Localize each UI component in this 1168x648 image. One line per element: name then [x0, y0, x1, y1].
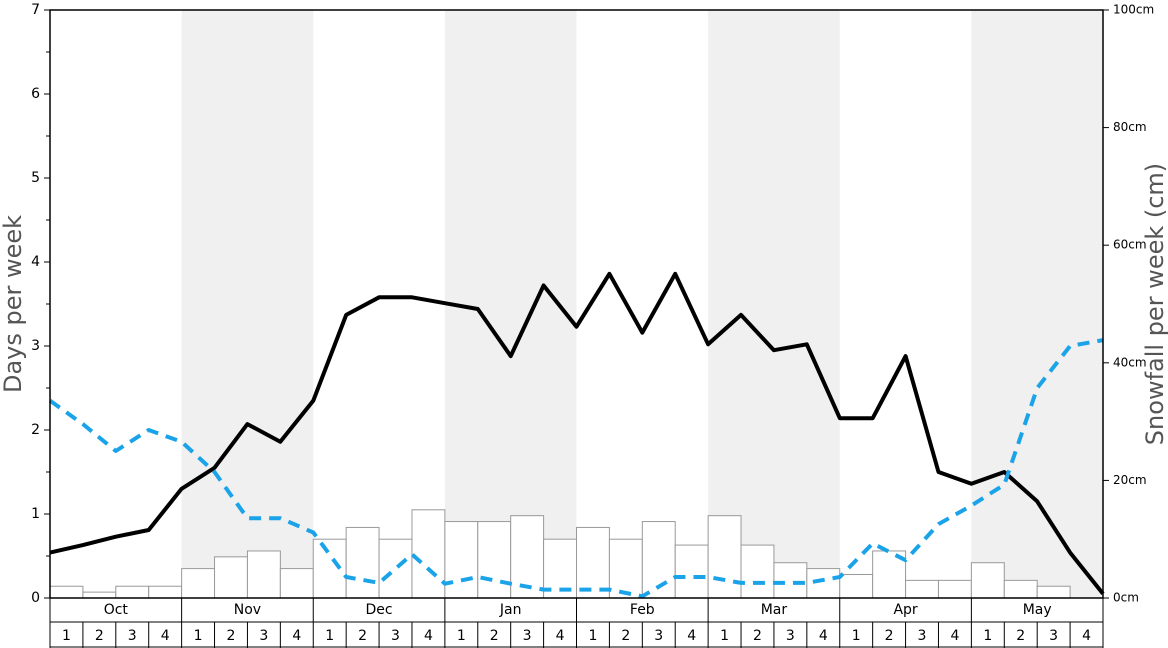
snowfall-bar: [82, 591, 117, 599]
month-label: Jan: [499, 602, 522, 618]
week-label: 4: [556, 628, 565, 644]
y-tick-label: 3: [31, 338, 40, 354]
y2-tick-label: 20cm: [1113, 473, 1147, 487]
month-band: [708, 10, 840, 598]
snowfall-bar: [707, 515, 742, 599]
snowfall-bar: [444, 521, 479, 599]
week-label: 4: [1082, 628, 1091, 644]
week-label: 1: [983, 628, 992, 644]
snowfall-bar: [279, 568, 314, 599]
month-band: [971, 10, 1103, 598]
week-label: 4: [292, 628, 301, 644]
y2-tick-label: 40cm: [1113, 355, 1147, 369]
week-label: 3: [1049, 628, 1058, 644]
snowfall-bar: [477, 521, 512, 599]
week-label: 3: [918, 628, 927, 644]
month-bands: [181, 10, 1103, 598]
snowfall-bar: [411, 509, 446, 599]
week-label: 3: [523, 628, 532, 644]
snowfall-bar: [1003, 579, 1038, 599]
y2-tick-label: 100cm: [1113, 3, 1154, 17]
y2-tick-label: 80cm: [1113, 120, 1147, 134]
week-label: 1: [194, 628, 203, 644]
y-tick-label: 4: [31, 254, 40, 270]
week-label: 1: [62, 628, 71, 644]
y-tick-label: 0: [31, 590, 40, 606]
snowfall-bar: [773, 562, 808, 599]
y-axis-title: Days per week: [0, 215, 27, 393]
days-line: [48, 338, 1104, 599]
y-tick-label: 6: [31, 86, 40, 102]
month-label: Dec: [366, 602, 393, 618]
month-label: Apr: [893, 602, 917, 618]
snowfall-bar: [740, 544, 775, 599]
week-label: 3: [391, 628, 400, 644]
week-label: 2: [621, 628, 630, 644]
snowfall-bar: [510, 515, 545, 599]
week-label: 4: [950, 628, 959, 644]
snowfall-bar: [839, 573, 874, 599]
snowfall-bar: [806, 568, 841, 599]
snowfall-bar: [937, 579, 972, 599]
week-label: 2: [885, 628, 894, 644]
snowfall-bar: [312, 538, 347, 599]
week-label: 2: [227, 628, 236, 644]
y2-axis-title: Snowfall per week (cm): [1141, 163, 1168, 445]
snowfall-bar: [970, 562, 1005, 599]
month-label: Feb: [630, 602, 655, 618]
month-band: [181, 10, 314, 598]
y-tick-label: 5: [31, 170, 40, 186]
snowfall-bar: [576, 526, 610, 599]
y-tick-label: 1: [31, 506, 40, 522]
snowfall-bar: [674, 544, 709, 599]
snowfall-bar: [49, 585, 84, 599]
days-line: [49, 271, 1105, 596]
snowfall-bar: [608, 538, 643, 599]
y-tick-label: 2: [31, 422, 40, 438]
month-band: [444, 10, 577, 598]
week-label: 4: [161, 628, 170, 644]
snowfall-bar: [905, 579, 939, 599]
week-label: 2: [753, 628, 762, 644]
week-label: 4: [687, 628, 696, 644]
week-label: 1: [720, 628, 729, 644]
snowfall-bar: [115, 585, 150, 599]
snowfall-bar: [1036, 585, 1071, 599]
week-label: 2: [95, 628, 104, 644]
week-label: 2: [490, 628, 499, 644]
y-tick-label: 7: [31, 2, 40, 18]
snowfall-bar: [246, 550, 281, 599]
y2-tick-label: 60cm: [1113, 238, 1147, 252]
week-label: 3: [259, 628, 268, 644]
snowfall-bar: [148, 585, 183, 599]
week-label: 1: [852, 628, 861, 644]
week-label: 1: [325, 628, 334, 644]
week-label: 3: [786, 628, 795, 644]
week-label: 2: [358, 628, 367, 644]
snowfall-bar: [214, 556, 248, 599]
month-label: May: [1023, 602, 1052, 618]
snowfall-bar: [345, 526, 380, 599]
week-label: 2: [1016, 628, 1025, 644]
week-label: 3: [654, 628, 663, 644]
month-label: Mar: [761, 602, 788, 618]
week-label: 1: [457, 628, 466, 644]
snowfall-bar: [378, 538, 413, 599]
month-label: Nov: [234, 602, 261, 618]
week-label: 3: [128, 628, 137, 644]
week-label: 1: [588, 628, 597, 644]
y2-tick-label: 0cm: [1113, 591, 1139, 605]
snowfall-bar: [181, 568, 216, 599]
week-label: 4: [819, 628, 828, 644]
month-label: Oct: [104, 602, 129, 618]
week-label: 4: [424, 628, 433, 644]
